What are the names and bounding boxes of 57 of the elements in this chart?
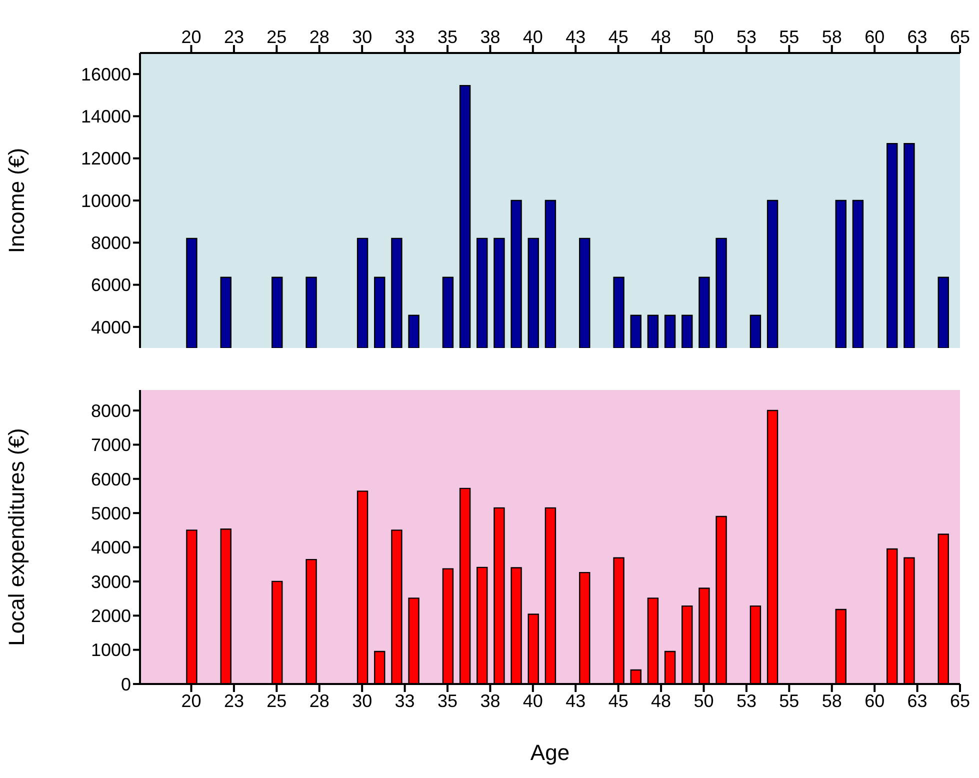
y-tick-label: 12000 [80,148,131,169]
x-tick-label: 53 [736,27,756,47]
x-tick-label: 40 [522,690,543,711]
x-tick-label: 33 [394,27,415,47]
y-tick-label: 10000 [80,190,131,211]
x-tick-label: 20 [181,27,202,47]
y-tick-label: 8000 [90,233,131,254]
y-tick-label: 14000 [80,106,131,127]
y-tick-label: 6000 [90,469,131,490]
x-tick-label: 60 [864,690,885,711]
x-tick-label: 28 [309,690,330,711]
y-tick-label: 7000 [90,435,131,456]
y-tick-label: 0 [120,674,131,694]
x-tick-label: 35 [437,27,458,47]
x-tick-label: 45 [608,690,628,711]
x-tick-label: 33 [394,690,415,711]
x-tick-label: 48 [651,27,672,47]
y-tick-label: 5000 [90,503,131,524]
x-tick-label: 58 [822,690,842,711]
x-tick-label: 50 [694,27,714,47]
x-tick-label: 23 [224,690,244,711]
x-tick-label: 65 [950,27,970,47]
x-tick-label: 55 [779,27,800,47]
x-tick-label: 40 [522,27,543,47]
y-axis-title: Local expenditures (€) [4,428,29,646]
x-tick-label: 63 [907,27,928,47]
x-tick-label: 43 [566,690,586,711]
x-tick-label: 58 [822,27,842,47]
x-tick-label: 38 [480,690,500,711]
x-tick-label: 63 [907,690,928,711]
x-tick-label: 28 [309,27,330,47]
y-tick-label: 2000 [90,606,131,626]
y-tick-label: 3000 [90,572,131,592]
x-axis-title: Age [530,740,570,765]
x-tick-label: 30 [352,690,372,711]
x-tick-label: 48 [651,690,672,711]
x-tick-label: 43 [566,27,586,47]
x-tick-label: 30 [352,27,372,47]
x-tick-label: 20 [181,690,202,711]
y-tick-label: 16000 [80,64,131,84]
x-tick-label: 55 [779,690,800,711]
x-tick-label: 23 [224,27,244,47]
x-tick-label: 25 [266,690,287,711]
x-tick-label: 35 [437,690,458,711]
y-tick-label: 4000 [90,538,131,558]
x-tick-label: 25 [266,27,287,47]
x-tick-label: 65 [950,690,970,711]
x-tick-label: 50 [694,690,714,711]
y-tick-label: 6000 [90,275,131,296]
y-tick-label: 4000 [90,317,131,338]
x-tick-label: 60 [864,27,885,47]
y-tick-label: 8000 [90,400,131,421]
y-axis-title: Income (€) [4,148,29,254]
x-tick-label: 38 [480,27,500,47]
x-tick-label: 45 [608,27,628,47]
x-tick-label: 53 [736,690,756,711]
y-tick-label: 1000 [90,640,131,660]
